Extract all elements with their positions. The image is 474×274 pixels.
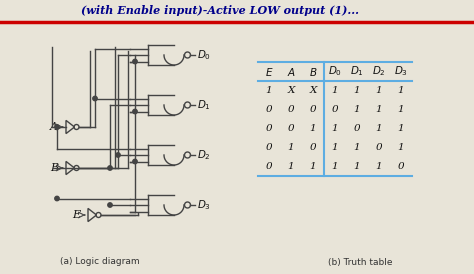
Circle shape (108, 166, 112, 170)
Text: 1: 1 (354, 143, 360, 152)
Circle shape (55, 196, 59, 201)
Text: 1: 1 (376, 105, 383, 114)
Text: $D_3$: $D_3$ (198, 198, 211, 212)
Text: $D_3$: $D_3$ (394, 65, 408, 78)
Circle shape (108, 203, 112, 207)
Text: 0: 0 (310, 105, 316, 114)
Text: $E$: $E$ (265, 65, 273, 78)
Circle shape (133, 59, 137, 64)
Text: 1: 1 (398, 143, 404, 152)
Text: $D_2$: $D_2$ (198, 148, 211, 162)
Circle shape (116, 153, 120, 157)
Text: 0: 0 (310, 143, 316, 152)
Text: 1: 1 (354, 105, 360, 114)
Text: A: A (50, 122, 58, 132)
Text: 0: 0 (266, 124, 272, 133)
Text: (b) Truth table: (b) Truth table (328, 258, 392, 267)
Text: $D_1$: $D_1$ (350, 65, 364, 78)
Text: 1: 1 (332, 86, 338, 95)
Text: 1: 1 (398, 105, 404, 114)
Text: $D_0$: $D_0$ (198, 48, 211, 62)
Text: 0: 0 (266, 105, 272, 114)
Text: 1: 1 (354, 162, 360, 171)
Text: 1: 1 (332, 124, 338, 133)
Text: 1: 1 (332, 143, 338, 152)
Circle shape (133, 109, 137, 114)
Text: $B$: $B$ (309, 65, 317, 78)
Text: (with Enable input)-Active LOW output (1)...: (with Enable input)-Active LOW output (1… (81, 5, 359, 16)
Text: $D_2$: $D_2$ (372, 65, 386, 78)
Text: 0: 0 (266, 143, 272, 152)
Text: 1: 1 (398, 124, 404, 133)
Text: 1: 1 (310, 162, 316, 171)
Text: $D_1$: $D_1$ (198, 98, 211, 112)
Text: 0: 0 (332, 105, 338, 114)
Text: 1: 1 (376, 124, 383, 133)
Text: 0: 0 (266, 162, 272, 171)
Text: 1: 1 (398, 86, 404, 95)
Text: B: B (50, 163, 58, 173)
Text: 1: 1 (354, 86, 360, 95)
Circle shape (55, 125, 59, 129)
Text: $D_0$: $D_0$ (328, 65, 342, 78)
Text: X: X (310, 86, 317, 95)
Text: 1: 1 (332, 162, 338, 171)
Circle shape (93, 96, 97, 101)
Text: 1: 1 (288, 143, 294, 152)
Text: 0: 0 (398, 162, 404, 171)
Text: 0: 0 (288, 124, 294, 133)
Text: 0: 0 (288, 105, 294, 114)
Text: 1: 1 (288, 162, 294, 171)
Text: 0: 0 (354, 124, 360, 133)
Text: 0: 0 (376, 143, 383, 152)
Text: $A$: $A$ (286, 65, 295, 78)
Text: X: X (287, 86, 295, 95)
Text: (a) Logic diagram: (a) Logic diagram (60, 258, 140, 267)
Text: E: E (72, 210, 80, 220)
Text: 1: 1 (376, 162, 383, 171)
Text: 1: 1 (310, 124, 316, 133)
Circle shape (133, 159, 137, 164)
Text: 1: 1 (376, 86, 383, 95)
Text: 1: 1 (266, 86, 272, 95)
